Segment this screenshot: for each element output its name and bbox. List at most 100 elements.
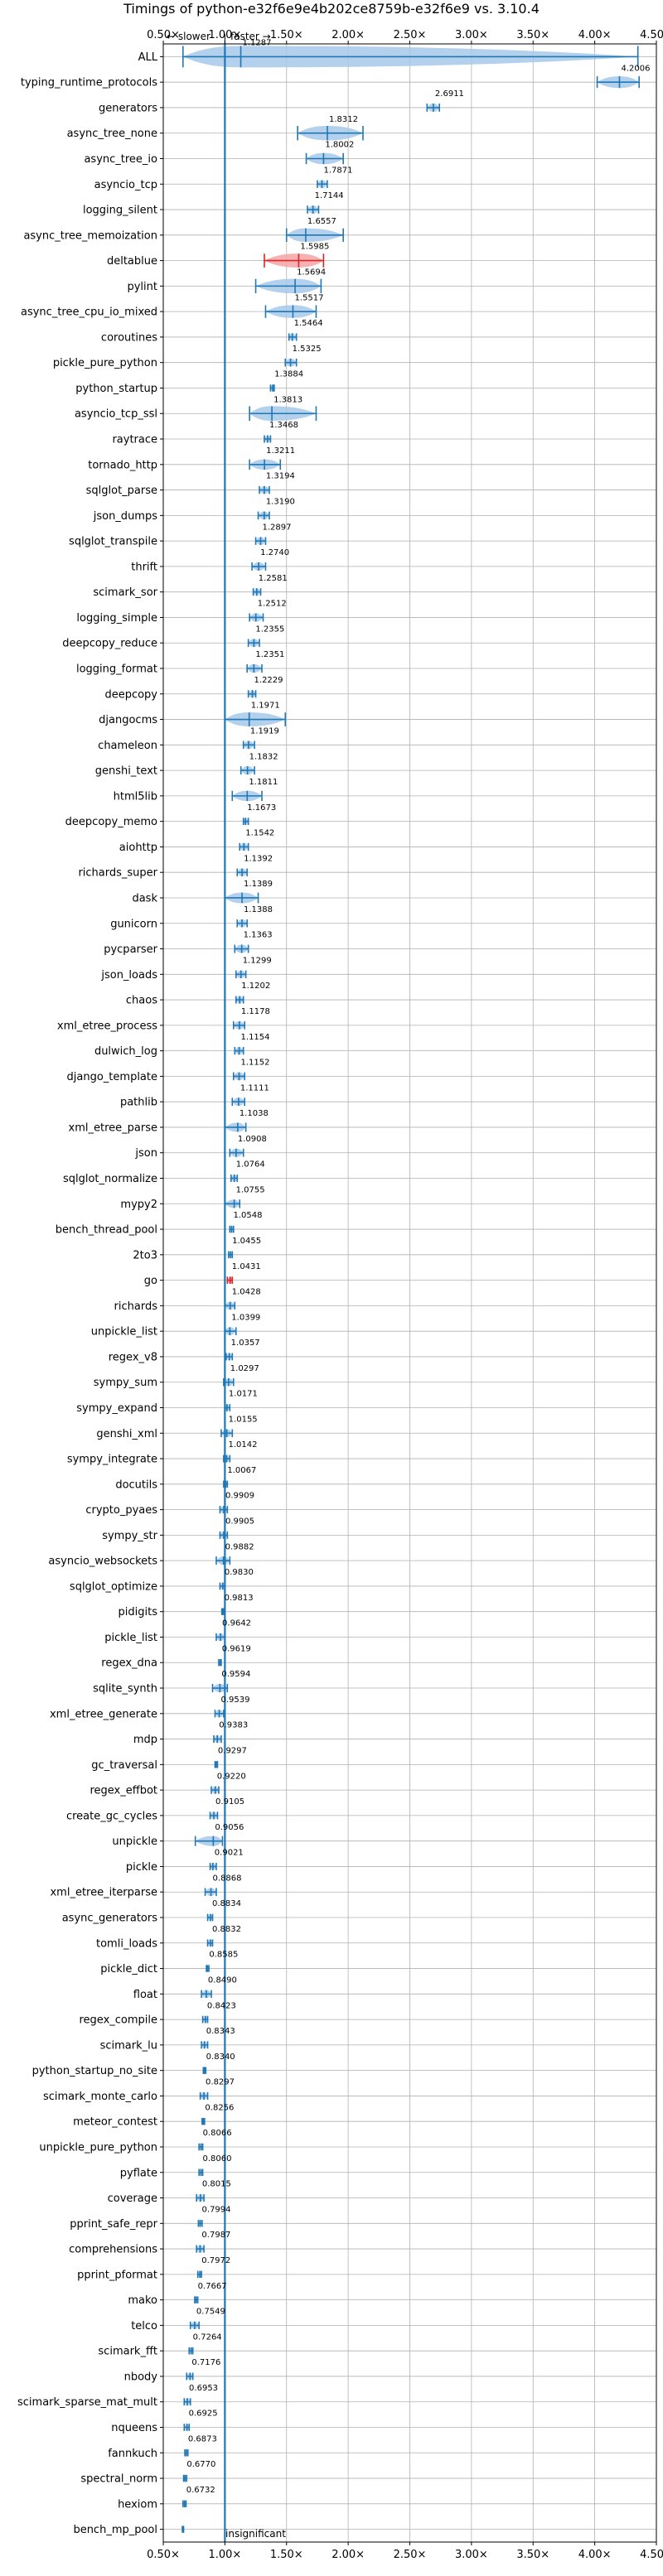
benchmark-label: deltablue	[107, 255, 157, 268]
benchmark-label: mako	[128, 2294, 157, 2307]
median-value-label: 1.2229	[254, 676, 283, 685]
median-value-label: 1.6557	[307, 217, 336, 226]
benchmark-label: async_tree_memoization	[23, 229, 157, 242]
benchmark-label: python_startup	[75, 383, 157, 395]
benchmark-label: async_tree_cpu_io_mixed	[21, 306, 157, 319]
median-value-label: 1.8312	[329, 115, 358, 124]
benchmark-label: pprint_pformat	[77, 2269, 157, 2281]
benchmark-label: sympy_expand	[76, 1402, 157, 1415]
median-value-label: 1.1811	[249, 778, 278, 787]
benchmark-label: logging_silent	[83, 205, 157, 217]
benchmark-label: scimark_lu	[100, 2039, 157, 2052]
median-value-label: 1.3194	[266, 472, 295, 481]
benchmark-label: deepcopy_reduce	[62, 638, 157, 650]
median-value-label: 1.0764	[236, 1160, 265, 1170]
median-value-label: 1.1111	[240, 1083, 269, 1093]
benchmark-label: xml_etree_iterparse	[50, 1887, 157, 1899]
x-tick-label-bottom: 1.50×	[270, 2549, 303, 2561]
median-value-label: 0.7549	[196, 2308, 225, 2317]
benchmark-label: asyncio_tcp_ssl	[75, 408, 157, 421]
median-value-label: 1.0357	[231, 1339, 260, 1348]
benchmark-label: ALL	[138, 51, 158, 64]
x-tick-label-bottom: 4.50×	[640, 2549, 663, 2561]
median-value-label: 1.0755	[236, 1185, 265, 1194]
median-value-label: 4.2006	[621, 64, 650, 73]
benchmark-label: json_dumps	[93, 510, 157, 523]
x-tick-label-bottom: 0.50×	[147, 2549, 180, 2561]
benchmark-label: scimark_sor	[93, 586, 157, 599]
benchmark-label: django_template	[67, 1071, 157, 1083]
x-tick-label-top: 3.50×	[516, 29, 549, 41]
median-value-label: 1.1299	[243, 956, 272, 965]
median-value-label: 1.0428	[232, 1288, 261, 1297]
median-value-label: 1.1178	[241, 1007, 270, 1016]
benchmark-label: pathlib	[120, 1097, 157, 1109]
median-value-label: 1.1389	[244, 880, 273, 889]
benchmark-label: djangocms	[99, 714, 157, 726]
benchmark-label: docutils	[115, 1479, 157, 1491]
median-value-label: 1.1363	[244, 931, 273, 940]
benchmark-label: 2to3	[133, 1249, 157, 1261]
median-value-label: 1.0171	[229, 1390, 258, 1399]
median-value-label: 1.0067	[227, 1466, 256, 1475]
benchmark-label: regex_compile	[79, 2014, 157, 2027]
median-value-label: 0.9905	[225, 1517, 254, 1527]
benchmark-label: deepcopy_memo	[65, 816, 157, 828]
median-value-label: 1.0297	[230, 1364, 259, 1373]
benchmark-label: gc_traversal	[91, 1759, 157, 1772]
benchmark-label: sqlglot_optimize	[70, 1580, 157, 1593]
benchmark-label: regex_dna	[101, 1657, 157, 1670]
median-value-label: 1.3190	[266, 497, 295, 506]
benchmark-label: mdp	[133, 1734, 157, 1746]
median-value-label: 0.6925	[189, 2410, 218, 2419]
benchmark-label: sqlglot_transpile	[69, 536, 157, 548]
median-value-label: 1.7144	[315, 191, 344, 200]
median-value-label: 1.0399	[231, 1313, 260, 1322]
benchmark-label: generators	[99, 102, 157, 114]
median-value-label: 0.6953	[189, 2384, 218, 2393]
benchmark-label: pyflate	[120, 2167, 157, 2179]
benchmark-label: bench_thread_pool	[56, 1224, 157, 1237]
benchmark-label: richards_super	[78, 867, 157, 880]
benchmark-label: coroutines	[101, 331, 157, 344]
benchmark-label: pprint_safe_repr	[70, 2218, 157, 2231]
benchmark-label: fannkuch	[108, 2448, 157, 2460]
median-value-label: 0.7176	[191, 2358, 220, 2367]
median-value-label: 0.9813	[225, 1594, 254, 1603]
axes	[160, 34, 657, 2545]
median-value-label: 1.3813	[273, 395, 302, 404]
median-value-label: 1.0455	[232, 1237, 261, 1246]
median-value-label: 0.7667	[198, 2282, 227, 2291]
median-value-label: 1.8002	[325, 141, 354, 150]
benchmark-label: html5lib	[114, 790, 157, 803]
median-value-label: 1.3884	[274, 370, 303, 379]
benchmark-label: sympy_str	[102, 1530, 157, 1542]
benchmark-label: richards	[114, 1300, 158, 1313]
median-value-label: 0.8423	[207, 2001, 236, 2010]
median-value-label: 0.7994	[202, 2205, 231, 2214]
benchmark-label: unpickle_pure_python	[39, 2141, 157, 2154]
median-value-label: 1.2897	[262, 523, 291, 532]
benchmark-label: pidigits	[119, 1606, 158, 1618]
median-value-label: 0.8490	[208, 1975, 237, 1985]
median-value-label: 1.5985	[300, 243, 329, 252]
median-value-label: 1.2581	[259, 574, 288, 583]
benchmark-label: async_tree_none	[67, 128, 157, 140]
benchmark-label: pickle_list	[104, 1632, 157, 1644]
median-value-label: 1.3211	[266, 446, 295, 456]
benchmark-label: raytrace	[112, 434, 157, 446]
median-value-label: 0.9539	[221, 1696, 250, 1705]
median-value-label: 1.1154	[241, 1033, 270, 1042]
benchmark-label: hexiom	[118, 2498, 157, 2511]
benchmark-label: regex_effbot	[90, 1785, 157, 1797]
benchmark-label: xml_etree_parse	[69, 1122, 157, 1134]
benchmark-label: deepcopy	[104, 688, 157, 701]
x-tick-label-top: 2.50×	[394, 29, 427, 41]
benchmark-label: sqlglot_parse	[86, 485, 157, 497]
benchmark-label: float	[133, 1989, 157, 2001]
median-value-label: 0.7987	[201, 2231, 230, 2240]
median-value-label: 0.9619	[222, 1644, 251, 1653]
benchmark-label: scimark_monte_carlo	[43, 2091, 157, 2103]
benchmark-label: async_generators	[62, 1913, 158, 1925]
